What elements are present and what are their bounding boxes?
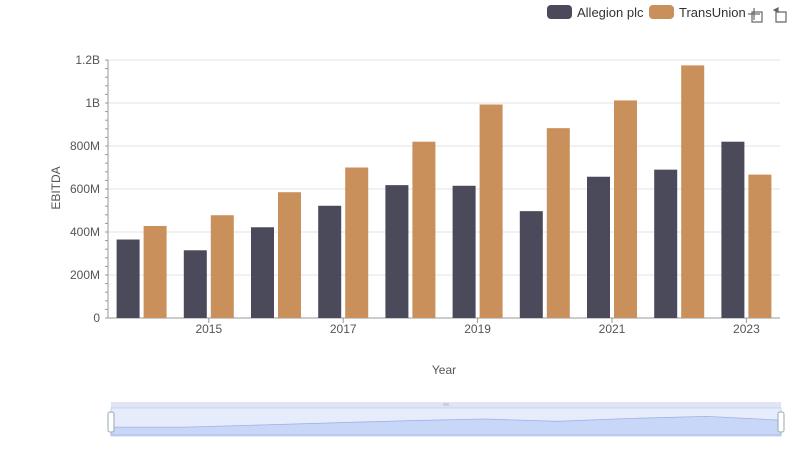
- bar-transunion-2019[interactable]: [479, 104, 503, 318]
- bar-transunion-2015[interactable]: [210, 215, 234, 318]
- bar-transunion-2018[interactable]: [412, 141, 436, 318]
- bar-allegion-2019[interactable]: [452, 185, 476, 318]
- bar-allegion-2022[interactable]: [654, 169, 678, 318]
- legend-swatch: [547, 5, 572, 19]
- x-tick-label: 2019: [464, 322, 491, 336]
- zoom-icon[interactable]: [748, 8, 763, 23]
- legend-item-allegion[interactable]: Allegion plc: [547, 5, 644, 20]
- reset-icon[interactable]: [772, 7, 787, 23]
- slider-handle-left[interactable]: [107, 411, 115, 433]
- legend-label: Allegion plc: [577, 5, 644, 20]
- bar-allegion-2014[interactable]: [116, 239, 140, 318]
- y-tick-label: 1.2B: [75, 53, 100, 67]
- bar-transunion-2022[interactable]: [681, 65, 705, 318]
- legend-label: TransUnion: [679, 5, 746, 20]
- y-tick-label: 600M: [70, 182, 100, 196]
- bar-allegion-2020[interactable]: [519, 211, 543, 318]
- legend: Allegion plc TransUnion: [547, 5, 746, 20]
- bar-allegion-2016[interactable]: [251, 227, 274, 318]
- bar-allegion-2023[interactable]: [721, 141, 745, 318]
- bar-allegion-2015[interactable]: [183, 250, 207, 318]
- bar-transunion-2017[interactable]: [345, 167, 369, 319]
- slider-handle-right[interactable]: [777, 411, 785, 433]
- x-tick-label: 2015: [195, 322, 222, 336]
- y-tick-label: 200M: [70, 268, 100, 282]
- bar-allegion-2017[interactable]: [318, 205, 342, 318]
- bar-allegion-2018[interactable]: [385, 185, 409, 318]
- y-tick-label: 400M: [70, 225, 100, 239]
- bar-allegion-2021[interactable]: [587, 176, 610, 318]
- y-tick-label: 0: [93, 311, 100, 325]
- slider-grip-icon[interactable]: [443, 403, 449, 406]
- bar-transunion-2021[interactable]: [614, 100, 637, 318]
- x-axis-title: Year: [432, 363, 456, 377]
- legend-swatch: [649, 5, 674, 19]
- x-tick-label: 2023: [733, 322, 760, 336]
- bar-transunion-2023[interactable]: [748, 174, 772, 318]
- x-axis: 2015 2017 2019 2021 2023: [195, 318, 760, 336]
- bar-transunion-2014[interactable]: [143, 225, 167, 318]
- legend-item-transunion[interactable]: TransUnion: [649, 5, 746, 20]
- y-tick-label: 800M: [70, 139, 100, 153]
- x-tick-label: 2021: [599, 322, 626, 336]
- x-tick-label: 2017: [330, 322, 357, 336]
- bar-transunion-2020[interactable]: [546, 128, 570, 318]
- y-tick-label: 1B: [85, 96, 100, 110]
- bar-transunion-2016[interactable]: [278, 192, 301, 318]
- y-axis-title: EBITDA: [49, 166, 63, 209]
- data-zoom-slider[interactable]: [107, 402, 785, 437]
- y-axis: 0 200M 400M 600M 800M 1B 1.2B: [70, 53, 109, 325]
- bars: [116, 65, 772, 319]
- grid: [108, 59, 780, 319]
